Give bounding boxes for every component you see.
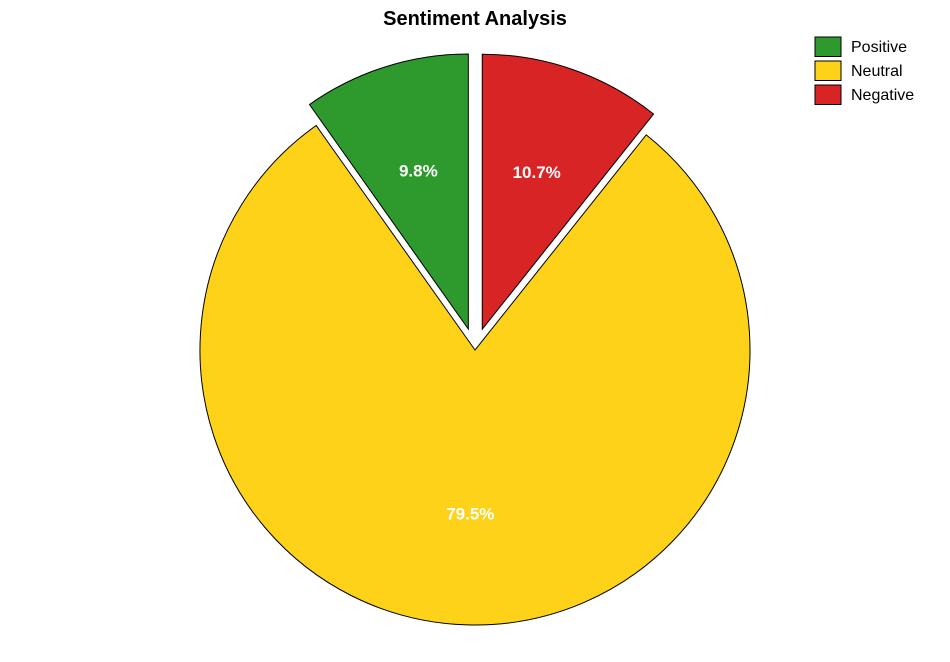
pie-label-neutral: 79.5% bbox=[446, 504, 494, 523]
legend-label-negative: Negative bbox=[851, 87, 914, 104]
legend: Positive Neutral Negative bbox=[815, 37, 914, 105]
legend-swatch-positive bbox=[815, 37, 841, 57]
pie-label-negative: 10.7% bbox=[513, 163, 561, 182]
sentiment-pie-chart: Sentiment Analysis 9.8% 79.5% 10.7% Positi… bbox=[0, 0, 950, 662]
legend-swatch-neutral bbox=[815, 61, 841, 81]
legend-label-positive: Positive bbox=[851, 39, 907, 56]
pie-slices bbox=[200, 54, 750, 625]
pie-slice-neutral bbox=[200, 126, 750, 625]
pie-label-positive: 9.8% bbox=[399, 161, 438, 180]
legend-swatch-negative bbox=[815, 85, 841, 105]
chart-title: Sentiment Analysis bbox=[383, 8, 567, 30]
legend-label-neutral: Neutral bbox=[851, 63, 903, 80]
